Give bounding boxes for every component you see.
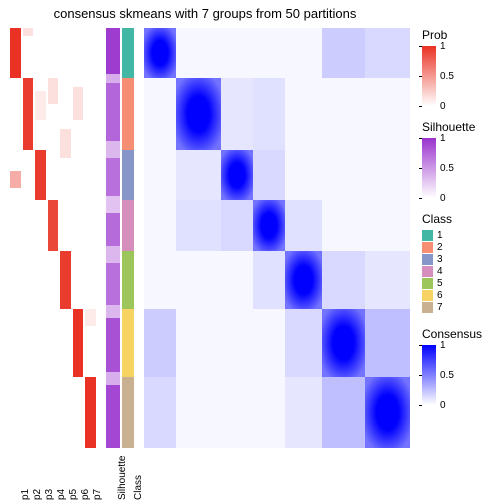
class-swatch-4 (422, 266, 433, 277)
class-swatch-6 (422, 290, 433, 301)
prob-col-p5 (60, 28, 71, 448)
class-seg-5 (122, 251, 134, 310)
xlabel-p5: p5 (68, 489, 79, 500)
class-swatch-label: 4 (437, 266, 443, 277)
prob-col-p1 (10, 28, 21, 448)
prob-col-p7 (85, 28, 96, 448)
class-swatch-1 (422, 230, 433, 241)
legend-prob: Prob10.50 (422, 28, 500, 106)
xlabel-p1: p1 (20, 489, 31, 500)
class-seg-1 (122, 28, 134, 78)
class-swatch-label: 5 (437, 278, 443, 289)
legends-panel: Prob10.50 Silhouette10.50 Class1234567 Cons… (422, 28, 500, 419)
prob-col-p4 (48, 28, 59, 448)
class-seg-2 (122, 78, 134, 149)
class-seg-6 (122, 309, 134, 376)
class-seg-3 (122, 150, 134, 200)
class-swatch-label: 1 (437, 230, 443, 241)
prob-col-p3 (35, 28, 46, 448)
xlabel-p3: p3 (44, 489, 55, 500)
class-track (122, 28, 134, 448)
xlabel-p4: p4 (56, 489, 67, 500)
xlabel-p2: p2 (32, 489, 43, 500)
plot-title: consensus skmeans with 7 groups from 50 … (0, 6, 410, 21)
class-seg-4 (122, 200, 134, 250)
xlabel-p6: p6 (80, 489, 91, 500)
xlabel-p7: p7 (92, 489, 103, 500)
prob-col-p2 (23, 28, 34, 448)
x-axis-labels: p1p2p3p4p5p6p7SilhouetteClass (10, 452, 140, 502)
xlabel-silhouette: Silhouette (117, 456, 128, 500)
plot-area (10, 28, 410, 448)
class-swatch-label: 6 (437, 290, 443, 301)
probability-tracks (10, 28, 96, 448)
legend-consensus: Consensus10.50 (422, 327, 500, 405)
class-swatch-label: 7 (437, 302, 443, 313)
legend-class: Class1234567 (422, 212, 500, 313)
class-swatch-3 (422, 254, 433, 265)
consensus-heatmap (144, 28, 410, 448)
class-swatch-7 (422, 302, 433, 313)
class-swatch-2 (422, 242, 433, 253)
class-swatch-5 (422, 278, 433, 289)
prob-col-p6 (73, 28, 84, 448)
silhouette-track (106, 28, 120, 448)
class-seg-7 (122, 377, 134, 448)
legend-silhouette: Silhouette10.50 (422, 120, 500, 198)
class-swatch-label: 2 (437, 242, 443, 253)
class-swatch-label: 3 (437, 254, 443, 265)
xlabel-class: Class (133, 475, 144, 500)
